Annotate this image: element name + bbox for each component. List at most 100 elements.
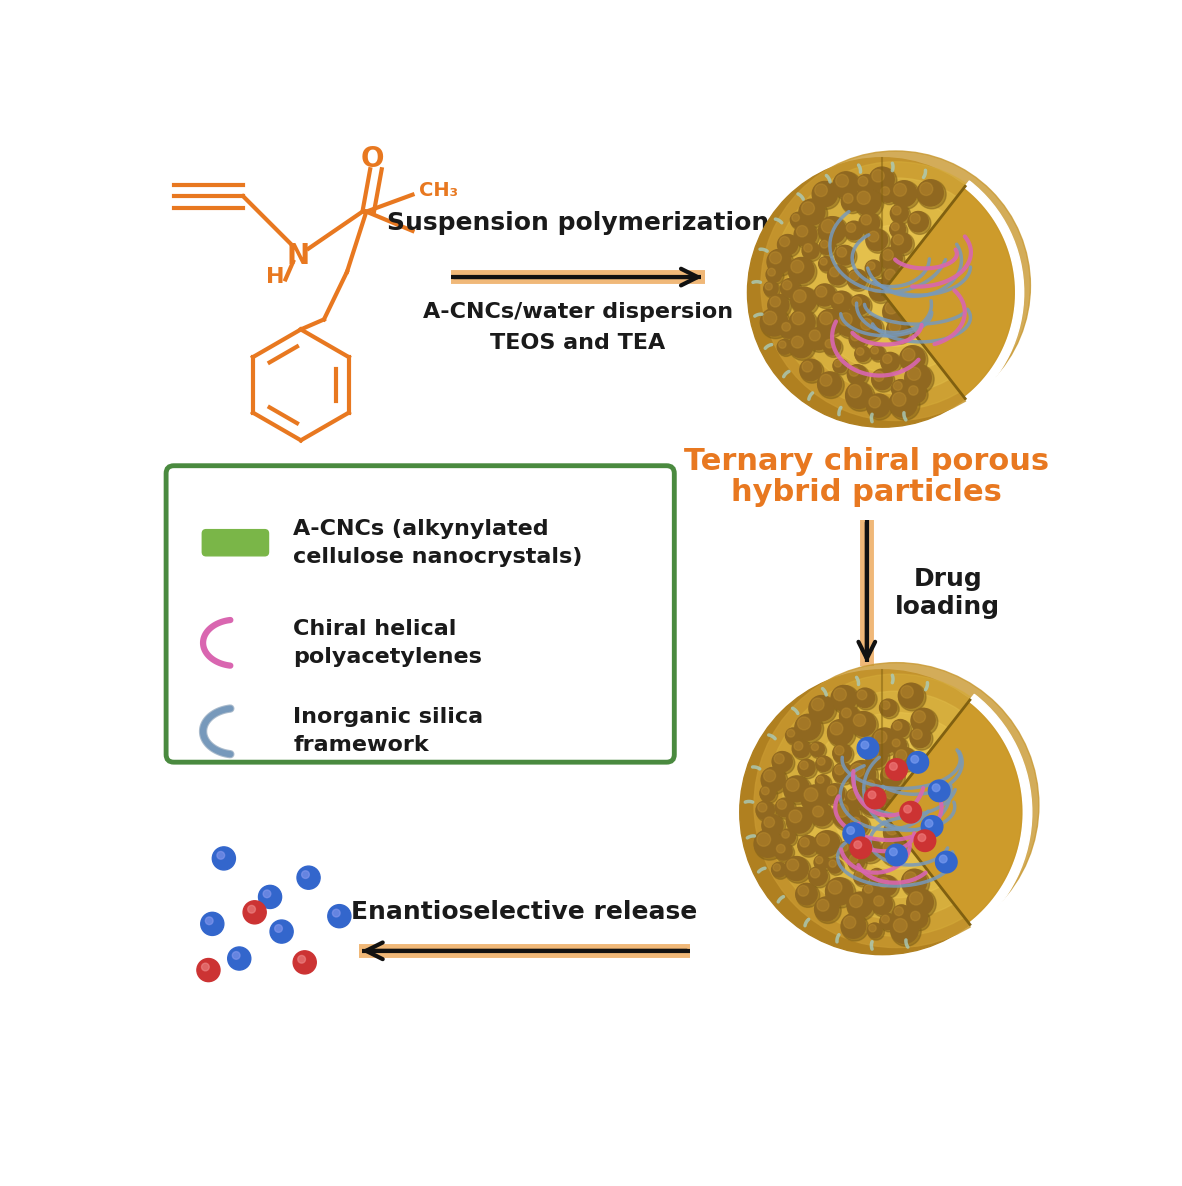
Circle shape bbox=[908, 384, 928, 406]
Circle shape bbox=[908, 785, 930, 806]
Circle shape bbox=[850, 855, 858, 863]
Circle shape bbox=[768, 295, 792, 318]
Circle shape bbox=[814, 830, 839, 856]
Circle shape bbox=[301, 871, 310, 879]
Circle shape bbox=[824, 338, 843, 357]
Circle shape bbox=[847, 892, 872, 918]
Circle shape bbox=[870, 167, 897, 195]
Circle shape bbox=[799, 199, 827, 228]
Circle shape bbox=[786, 728, 803, 746]
Circle shape bbox=[908, 368, 921, 381]
Circle shape bbox=[882, 916, 889, 923]
Circle shape bbox=[837, 311, 865, 339]
Circle shape bbox=[810, 330, 820, 340]
Circle shape bbox=[891, 223, 900, 231]
Circle shape bbox=[837, 248, 846, 257]
Circle shape bbox=[798, 759, 814, 777]
Circle shape bbox=[834, 804, 849, 817]
Circle shape bbox=[896, 750, 907, 760]
Circle shape bbox=[843, 823, 864, 844]
Circle shape bbox=[756, 801, 774, 820]
Circle shape bbox=[868, 791, 876, 798]
Circle shape bbox=[812, 806, 824, 817]
Circle shape bbox=[297, 866, 320, 890]
Circle shape bbox=[853, 841, 862, 849]
Circle shape bbox=[792, 312, 805, 325]
Circle shape bbox=[873, 895, 884, 906]
Circle shape bbox=[856, 689, 877, 710]
Circle shape bbox=[889, 390, 917, 417]
Circle shape bbox=[903, 300, 929, 326]
Circle shape bbox=[792, 213, 799, 222]
Circle shape bbox=[865, 746, 888, 767]
Circle shape bbox=[866, 395, 892, 420]
Circle shape bbox=[909, 786, 920, 796]
Circle shape bbox=[825, 784, 845, 803]
Circle shape bbox=[890, 390, 920, 420]
Circle shape bbox=[933, 784, 940, 791]
Circle shape bbox=[850, 295, 872, 317]
Circle shape bbox=[836, 246, 857, 268]
Circle shape bbox=[760, 785, 775, 801]
Circle shape bbox=[846, 223, 856, 232]
Circle shape bbox=[846, 827, 855, 835]
Circle shape bbox=[909, 385, 918, 395]
Circle shape bbox=[866, 780, 875, 789]
Circle shape bbox=[892, 720, 911, 740]
Circle shape bbox=[814, 856, 831, 872]
Polygon shape bbox=[882, 702, 1021, 923]
Circle shape bbox=[857, 837, 881, 861]
Circle shape bbox=[856, 347, 872, 364]
Circle shape bbox=[886, 319, 913, 344]
Circle shape bbox=[935, 852, 957, 873]
Circle shape bbox=[842, 913, 865, 938]
Circle shape bbox=[851, 712, 878, 739]
Circle shape bbox=[871, 871, 878, 878]
Circle shape bbox=[820, 241, 829, 248]
Circle shape bbox=[799, 199, 825, 225]
Circle shape bbox=[894, 721, 902, 731]
Circle shape bbox=[786, 808, 814, 836]
Circle shape bbox=[883, 841, 896, 854]
Circle shape bbox=[833, 359, 846, 372]
Circle shape bbox=[847, 365, 869, 387]
Circle shape bbox=[873, 371, 884, 382]
Circle shape bbox=[825, 339, 833, 347]
Circle shape bbox=[788, 810, 801, 823]
Circle shape bbox=[827, 264, 847, 285]
Circle shape bbox=[197, 958, 220, 982]
Circle shape bbox=[856, 174, 876, 195]
Circle shape bbox=[791, 260, 804, 273]
Circle shape bbox=[201, 912, 223, 936]
Circle shape bbox=[274, 925, 282, 932]
Circle shape bbox=[891, 738, 909, 755]
Circle shape bbox=[293, 951, 317, 974]
Circle shape bbox=[793, 289, 806, 302]
Circle shape bbox=[829, 860, 844, 875]
Circle shape bbox=[782, 691, 1011, 919]
Circle shape bbox=[884, 821, 910, 847]
Circle shape bbox=[855, 871, 871, 887]
Circle shape bbox=[814, 184, 827, 197]
Circle shape bbox=[834, 361, 842, 368]
Circle shape bbox=[910, 213, 920, 224]
Circle shape bbox=[768, 294, 788, 315]
Circle shape bbox=[858, 839, 883, 863]
Circle shape bbox=[891, 380, 909, 397]
Circle shape bbox=[860, 741, 869, 748]
Circle shape bbox=[762, 815, 786, 839]
Circle shape bbox=[243, 901, 266, 924]
Circle shape bbox=[767, 268, 784, 285]
Circle shape bbox=[891, 738, 907, 753]
Circle shape bbox=[859, 212, 879, 234]
Circle shape bbox=[892, 206, 901, 215]
Circle shape bbox=[794, 223, 817, 246]
Circle shape bbox=[803, 242, 819, 259]
Circle shape bbox=[891, 232, 911, 253]
Circle shape bbox=[761, 151, 1031, 421]
Circle shape bbox=[847, 270, 869, 292]
Circle shape bbox=[847, 790, 857, 801]
Circle shape bbox=[849, 384, 862, 397]
Circle shape bbox=[778, 339, 792, 355]
Circle shape bbox=[832, 802, 862, 831]
